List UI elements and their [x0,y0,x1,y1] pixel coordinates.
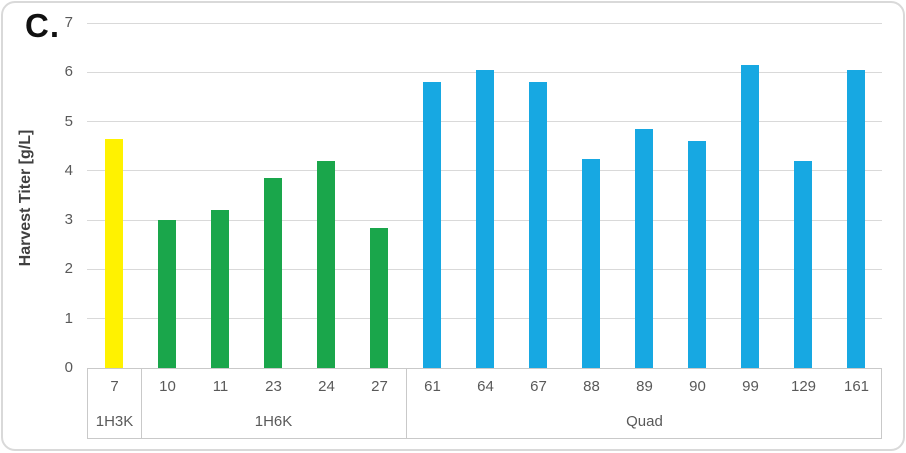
x-category-label: 11 [212,378,229,395]
bar-24 [316,161,335,368]
bar-61 [422,82,441,368]
plot-area [87,22,882,369]
bar-67 [528,82,547,368]
bar-90 [687,141,706,368]
panel-label: C. [25,7,60,44]
x-category-label: 24 [318,378,335,395]
group-separator [405,369,407,438]
bar-161 [846,69,865,368]
x-category-label: 90 [689,378,706,395]
bar-99 [740,64,759,368]
x-group-label-1h3k: 1H3K [95,412,134,430]
bar-88 [581,158,600,368]
x-category-label: 61 [424,378,441,395]
y-tick-label: 3 [64,211,73,229]
y-tick-label: 6 [64,63,73,81]
x-category-label: 67 [530,378,547,395]
y-tick-label: 7 [64,14,73,31]
group-separator [140,369,142,438]
x-group-label-quad: Quad [626,412,663,430]
x-group-label-1h6k: 1H6K [254,412,293,430]
x-category-label: 27 [371,378,388,395]
gridline [87,22,882,24]
y-tick-label: 2 [64,260,73,278]
bar-23 [263,178,282,368]
x-category-label: 129 [790,378,817,395]
x-category-label: 64 [477,378,494,395]
y-tick-label: 0 [64,359,73,376]
bar-129 [793,161,812,368]
y-tick-label: 5 [64,112,73,130]
bar-27 [369,227,388,368]
x-category-label: 23 [265,378,282,395]
x-category-label: 7 [110,378,119,395]
bar-89 [634,128,653,368]
x-category-label: 161 [843,378,870,395]
x-category-label: 89 [636,378,653,395]
x-category-label: 88 [583,378,600,395]
y-axis-ticks: 0 1 2 3 4 5 6 7 [3,14,79,376]
bar-64 [475,69,494,368]
bar-11 [210,210,229,368]
y-tick-label: 4 [64,161,73,179]
y-tick-label: 1 [64,309,73,327]
x-category-label: 99 [742,378,759,395]
bar-7 [104,138,123,368]
x-axis-label-box: 7 1H3K 10 11 23 24 27 1H6K 61 64 67 88 89 90 99 129 161 Q… [87,368,882,439]
x-category-label: 10 [159,378,176,395]
bar-10 [157,220,176,368]
